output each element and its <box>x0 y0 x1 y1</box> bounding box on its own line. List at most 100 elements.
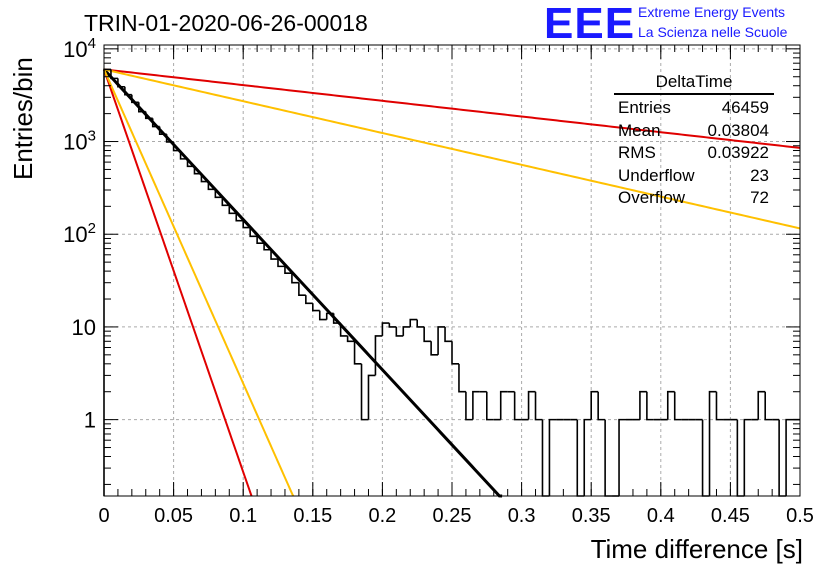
x-tick-label: 0.45 <box>711 505 750 527</box>
stats-row-underflow: Underflow 23 <box>612 165 777 188</box>
stats-box-title: DeltaTime <box>614 72 774 95</box>
histogram-bin <box>472 390 480 420</box>
stats-value: 46459 <box>721 98 769 117</box>
histogram-bin <box>757 390 766 420</box>
fit-curve-fit <box>102 68 503 498</box>
histogram-bin <box>701 419 710 497</box>
x-tick-label: 0.05 <box>154 505 193 527</box>
histogram-bin <box>158 126 167 135</box>
histogram-bin <box>764 391 773 421</box>
stats-row-rms: RMS 0.03922 <box>612 142 777 165</box>
histogram-bin <box>179 150 188 160</box>
x-tick-label: 0 <box>98 505 109 527</box>
y-tick-label: 102 <box>63 220 96 247</box>
histogram-bin <box>277 259 285 268</box>
x-tick-label: 0.1 <box>229 505 257 527</box>
histogram-bin <box>200 173 209 183</box>
histogram-bin <box>715 391 724 421</box>
x-tick-label: 0.2 <box>368 505 396 527</box>
histogram-bin <box>604 419 613 497</box>
stats-value: 72 <box>750 188 769 208</box>
fit-curve-lower-1 <box>103 69 253 497</box>
histogram-bin <box>465 391 473 421</box>
histogram-bin <box>228 205 237 215</box>
stats-value: 23 <box>750 165 769 185</box>
histogram-bin <box>416 319 425 328</box>
histogram-bin <box>513 391 522 421</box>
stats-row-entries: Entries 46459 <box>612 97 777 120</box>
plot-title: TRIN-01-2020-06-26-00018 <box>84 10 368 36</box>
y-tick-label: 10 <box>72 315 96 340</box>
fit-curve-upper-2 <box>103 68 801 230</box>
fit-curve-lower-2 <box>103 68 295 497</box>
histogram-bin <box>151 118 160 128</box>
histogram-bin <box>381 322 390 336</box>
histogram-bin <box>374 335 383 376</box>
histogram-bin <box>736 419 745 497</box>
histogram-bin <box>270 249 278 260</box>
histogram-bin <box>534 391 543 421</box>
fit-curve-upper-1 <box>103 68 801 149</box>
stats-row-mean: Mean 0.03804 <box>612 120 777 143</box>
histogram-bin <box>318 310 327 321</box>
histogram-bin <box>186 158 195 168</box>
y-axis-label: Entries/bin <box>8 57 38 180</box>
histogram-bin <box>172 141 181 152</box>
histogram-bin <box>646 391 654 421</box>
y-tick-label: 104 <box>63 35 96 62</box>
histogram-bin <box>221 197 230 207</box>
y-axis-ticks: 1 10 102 103 104 <box>63 35 800 485</box>
stats-box: DeltaTime Entries 46459 Mean 0.03804 RMS 0.… <box>612 72 777 210</box>
histogram-bin <box>312 303 320 312</box>
org-name-line2: La Scienza nelle Scuole <box>638 24 788 40</box>
stats-label: Overflow <box>618 188 686 208</box>
histogram-bin <box>165 134 174 143</box>
histogram-bin <box>298 282 306 296</box>
histogram-bin <box>673 391 682 421</box>
stats-label: RMS <box>618 143 656 163</box>
histogram-bin <box>249 227 258 238</box>
histogram-bin <box>402 326 411 336</box>
histogram-bin <box>785 418 794 496</box>
histogram-bin <box>639 390 647 420</box>
histogram-bin <box>618 418 626 496</box>
histogram-bin <box>367 374 376 420</box>
stats-value: 0.03804 <box>707 120 769 140</box>
histogram-bin <box>541 419 550 497</box>
x-tick-label: 0.35 <box>572 505 611 527</box>
histogram-bin <box>409 318 418 327</box>
histogram-bin <box>263 243 272 251</box>
histogram-bin <box>576 419 585 497</box>
histogram-bin <box>590 390 599 420</box>
histogram-bin <box>131 94 139 104</box>
histogram-bin <box>583 418 592 496</box>
histogram-bin <box>597 391 606 421</box>
histogram-bin <box>138 102 146 113</box>
x-tick-label: 0.15 <box>293 505 332 527</box>
histogram-bin <box>117 78 125 88</box>
histogram-bin <box>395 326 404 337</box>
histogram-bin <box>499 390 508 420</box>
histogram-bin <box>256 236 265 245</box>
x-tick-label: 0.25 <box>433 505 472 527</box>
x-axis-ticks: 0 0.05 0.1 0.15 0.2 0.25 0.3 0.35 0.4 0.45 0.5 <box>98 45 814 527</box>
histogram-bin <box>444 326 452 343</box>
x-tick-label: 0.4 <box>647 505 675 527</box>
x-tick-label: 0.5 <box>786 505 814 527</box>
stats-label: Underflow <box>618 165 695 185</box>
x-tick-label: 0.3 <box>508 505 536 527</box>
y-tick-label: 103 <box>63 128 96 155</box>
histogram-bin <box>332 313 341 324</box>
histogram-bin <box>325 312 334 320</box>
stats-label: Mean <box>618 120 661 140</box>
histogram-bin <box>305 295 313 305</box>
histogram-bin <box>527 390 536 420</box>
histogram-bin <box>291 273 299 284</box>
stats-row-overflow: Overflow 72 <box>612 187 777 210</box>
histogram-bin <box>110 69 118 80</box>
histogram-bin <box>353 341 362 365</box>
histogram-bin <box>235 213 244 222</box>
x-axis-label: Time difference [s] <box>590 534 803 564</box>
eee-logo: EEE <box>544 0 636 48</box>
